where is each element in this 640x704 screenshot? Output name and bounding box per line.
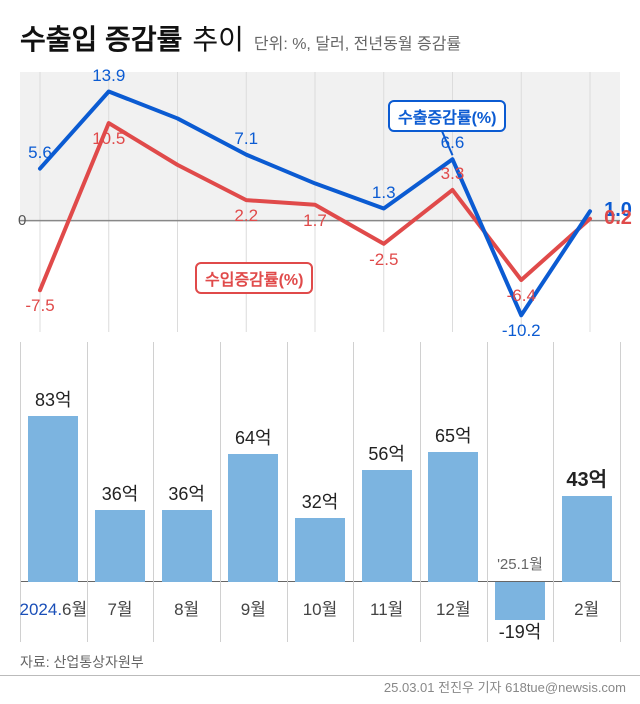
bar-gridline	[487, 342, 488, 642]
bar-gridline	[420, 342, 421, 642]
legend-box: 수출증감률(%)	[388, 100, 506, 132]
bar	[162, 510, 212, 582]
point-label: 10.5	[92, 129, 125, 149]
bar-gridline	[553, 342, 554, 642]
point-label: -6.4	[507, 286, 536, 306]
legend-box: 수입증감률(%)	[195, 262, 313, 294]
bar-value-label: 65억	[435, 422, 472, 448]
footer-separator	[0, 675, 640, 676]
bar	[228, 454, 278, 582]
bar	[495, 582, 545, 620]
bar-gridline	[220, 342, 221, 642]
x-axis-label: 11월	[370, 595, 403, 620]
point-label: -10.2	[502, 321, 541, 341]
x-axis-label: 2월	[574, 595, 599, 620]
point-label: 6.6	[441, 133, 465, 153]
point-label: 1.7	[303, 211, 327, 231]
bar	[362, 470, 412, 582]
point-label: 0.2	[604, 207, 632, 230]
bar-value-label: 32억	[302, 488, 339, 514]
bar-value-label: -19억	[499, 618, 542, 644]
zero-label: 0	[18, 212, 26, 229]
credit-text: 25.03.01 전진우 기자 618tue@newsis.com	[384, 677, 626, 696]
bar-gridline	[353, 342, 354, 642]
bar	[95, 510, 145, 582]
x-axis-label: 2024.6월	[20, 595, 88, 620]
point-label: 13.9	[92, 66, 125, 86]
chart-header: 수출입 증감률 추이 단위: %, 달러, 전년동월 증감률	[0, 0, 640, 64]
x-axis-label: 9월	[241, 595, 266, 620]
subtitle: 단위: %, 달러, 전년동월 증감률	[254, 30, 461, 54]
point-label: 7.1	[234, 129, 258, 149]
bar	[562, 496, 612, 582]
bar-value-label: 83억	[35, 386, 72, 412]
point-label: -2.5	[369, 250, 398, 270]
point-label: 1.3	[372, 183, 396, 203]
bar	[28, 416, 78, 582]
x-axis-label: 12월	[436, 595, 471, 620]
title-strong: 수출입 증감률	[20, 18, 182, 58]
bar-value-label: 36억	[168, 480, 205, 506]
x-axis-label: 8월	[174, 595, 199, 620]
x-axis-label: 10월	[303, 595, 338, 620]
bar-chart: 83억 2024.6월 36억 7월 36억 8월 64억 9월 32억 10월 56억 11월 65억…	[20, 342, 620, 642]
bar-value-label: 56억	[368, 440, 405, 466]
bar-value-label: 43억	[566, 463, 607, 492]
source-text: 자료: 산업통상자원부	[20, 652, 144, 672]
bar	[295, 518, 345, 582]
bar-gridline	[153, 342, 154, 642]
title-light: 추이	[192, 18, 244, 58]
line-chart: 05.613.97.11.36.6-10.21.0-7.510.52.21.7-…	[20, 72, 620, 332]
x-axis-label: '25.1월	[497, 553, 543, 574]
point-label: -7.5	[25, 296, 54, 316]
point-label: 5.6	[28, 143, 52, 163]
x-axis-label: 7월	[107, 595, 132, 620]
point-label: 2.2	[234, 206, 258, 226]
point-label: 3.3	[441, 164, 465, 184]
bar-gridline	[620, 342, 621, 642]
bar	[428, 452, 478, 582]
bar-value-label: 36억	[102, 480, 139, 506]
bar-value-label: 64억	[235, 424, 272, 450]
bar-gridline	[287, 342, 288, 642]
